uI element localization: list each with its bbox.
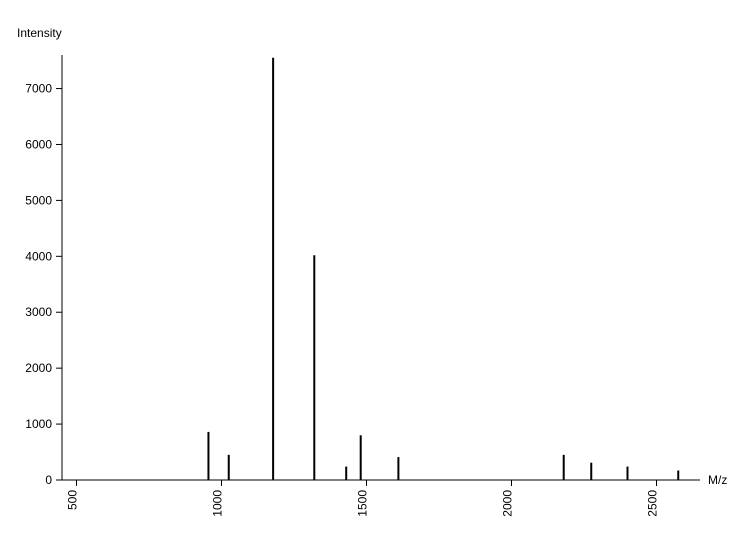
y-tick-label: 5000: [25, 193, 52, 207]
x-tick-label: 1500: [356, 490, 370, 517]
y-tick-label: 6000: [25, 137, 52, 151]
y-axis-label: Intensity: [17, 26, 62, 40]
y-tick-label: 0: [45, 473, 52, 487]
y-tick-label: 2000: [25, 361, 52, 375]
x-tick-label: 2500: [646, 490, 660, 517]
mass-spectrum-chart: 0 1000 2000 3000 4000 5000 6000 7000 500 1000 1500…: [0, 0, 750, 540]
x-tick-label: 2000: [501, 490, 515, 517]
y-tick-label: 7000: [25, 82, 52, 96]
y-tick-label: 4000: [25, 249, 52, 263]
x-tick-label: 500: [66, 490, 80, 510]
chart-svg: 0 1000 2000 3000 4000 5000 6000 7000 500 1000 1500…: [0, 0, 750, 540]
x-tick-label: 1000: [211, 490, 225, 517]
x-axis-label: M/z: [708, 473, 727, 487]
y-tick-label: 3000: [25, 305, 52, 319]
y-tick-label: 1000: [25, 417, 52, 431]
